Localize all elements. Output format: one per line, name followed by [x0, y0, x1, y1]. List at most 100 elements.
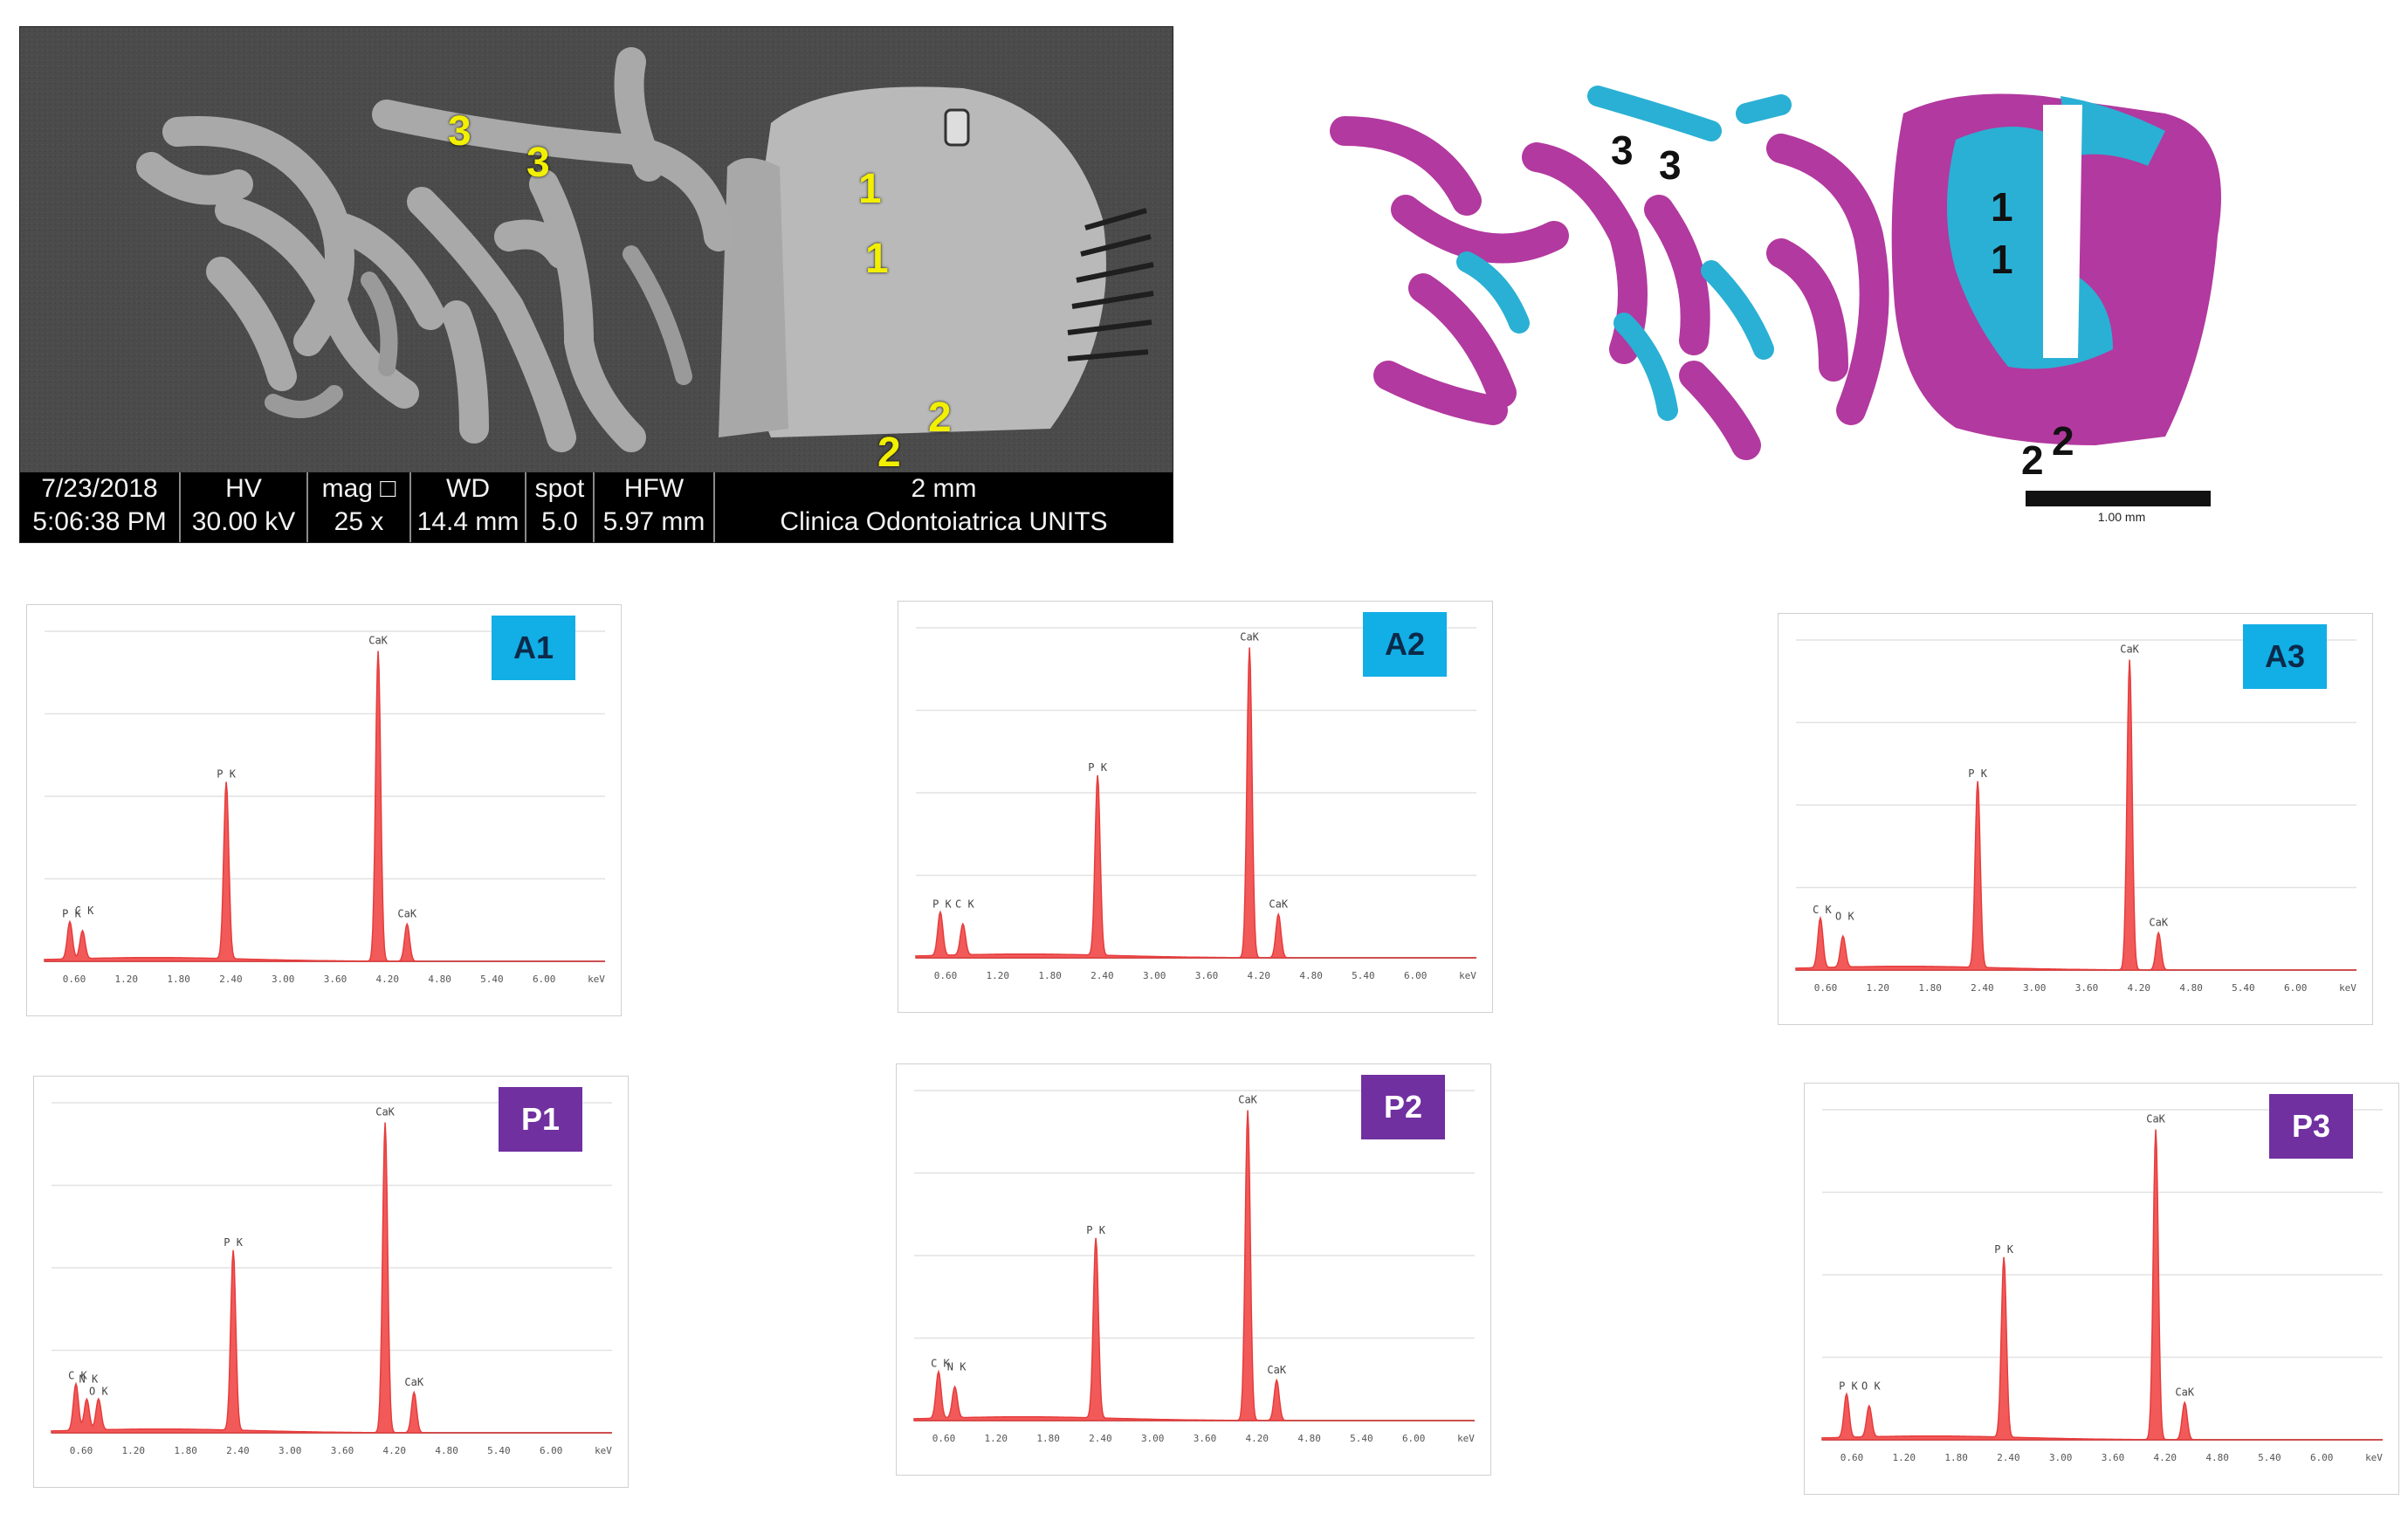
x-tick-label: 1.20 — [1893, 1452, 1916, 1463]
spectrum-series — [44, 650, 605, 962]
x-tick-label: 2.40 — [1090, 970, 1114, 981]
peak-label: P K — [932, 898, 952, 910]
x-tick-label: 4.20 — [376, 974, 400, 985]
x-tick-label: 5.40 — [487, 1445, 511, 1456]
x-tick-label: 4.20 — [2154, 1452, 2178, 1463]
sem-time: 5:06:38 PM — [32, 507, 167, 536]
sem-marker-1a: 1 — [858, 166, 882, 212]
histo-scale-label: 1.00 mm — [2097, 510, 2146, 524]
x-tick-label: 2.40 — [1971, 982, 1994, 994]
sem-mag-value: 25 x — [334, 507, 384, 536]
x-tick-label: keV — [595, 1445, 612, 1456]
x-tick-label: 1.20 — [115, 974, 139, 985]
sem-spot-value: 5.0 — [541, 507, 578, 536]
peak-label: CaK — [368, 635, 388, 647]
x-tick-label: 0.60 — [70, 1445, 93, 1456]
x-tick-label: 4.80 — [2205, 1452, 2229, 1463]
x-tick-label: 0.60 — [934, 970, 958, 981]
x-tick-label: 0.60 — [932, 1433, 956, 1444]
x-tick-label: 4.80 — [2179, 982, 2203, 994]
x-tick-label: 1.80 — [167, 974, 190, 985]
peak-label: CaK — [404, 1376, 423, 1388]
peak-label: P K — [1088, 761, 1107, 774]
x-tick-label: 3.00 — [1141, 1433, 1165, 1444]
x-tick-label: 0.60 — [63, 974, 86, 985]
x-tick-label: 4.20 — [1248, 970, 1271, 981]
sem-hfw-label: HFW — [623, 474, 685, 503]
peak-label: P K — [224, 1236, 243, 1249]
peak-label: O K — [1835, 910, 1854, 922]
peak-label: CaK — [1269, 898, 1288, 910]
sem-marker-3a: 3 — [448, 108, 471, 155]
x-tick-label: 1.20 — [987, 970, 1010, 981]
x-tick-label: 5.40 — [1352, 970, 1375, 981]
peak-label: CaK — [2149, 916, 2168, 928]
peak-label: C K — [931, 1358, 950, 1370]
sem-micrograph: 3 3 1 1 2 2 7/23/2018 5:06:38 PM HV 30.0… — [19, 26, 1173, 543]
x-tick-label: 3.00 — [1143, 970, 1166, 981]
badge-a3: A3 — [2243, 624, 2327, 689]
sem-mag-cell: mag □ 25 x — [308, 472, 411, 542]
x-tick-label: 1.20 — [1867, 982, 1890, 994]
histo-marker-3a: 3 — [1611, 127, 1634, 173]
x-tick-label: 4.20 — [1246, 1433, 1269, 1444]
x-tick-label: 3.60 — [2102, 1452, 2125, 1463]
x-tick-label: 3.60 — [331, 1445, 354, 1456]
sem-wd-label: WD — [446, 474, 490, 503]
x-tick-label: 4.20 — [2128, 982, 2151, 994]
x-tick-label: 4.80 — [1297, 1433, 1321, 1444]
sem-image — [20, 27, 1173, 472]
badge-a2: A2 — [1363, 612, 1447, 677]
peak-label: C K — [955, 898, 974, 910]
peak-label: CaK — [375, 1106, 395, 1118]
peak-label: P K — [1086, 1224, 1105, 1236]
sem-wd-value: 14.4 mm — [416, 507, 519, 536]
x-tick-label: 2.40 — [226, 1445, 250, 1456]
spectrum-series — [51, 1122, 612, 1434]
x-tick-label: 4.80 — [428, 974, 451, 985]
x-tick-label: 3.00 — [2049, 1452, 2073, 1463]
peak-label: P K — [1994, 1243, 2013, 1256]
histo-marker-1a: 1 — [1991, 184, 2013, 230]
sem-marker-3b: 3 — [526, 140, 550, 186]
spectrum-series — [915, 647, 1476, 959]
sem-wd-cell: WD 14.4 mm — [411, 472, 526, 542]
badge-p3: P3 — [2269, 1094, 2353, 1159]
sem-date: 7/23/2018 — [41, 474, 158, 503]
sem-hfw-cell: HFW 5.97 mm — [595, 472, 715, 542]
x-tick-label: 1.80 — [1944, 1452, 1968, 1463]
x-tick-label: 4.80 — [1299, 970, 1323, 981]
sem-hv-value: 30.00 kV — [191, 507, 296, 536]
x-tick-label: 6.00 — [540, 1445, 563, 1456]
sem-institution: Clinica Odontoiatrica UNITS — [780, 507, 1108, 536]
x-tick-label: 5.40 — [1350, 1433, 1373, 1444]
x-tick-label: 6.00 — [2284, 982, 2308, 994]
spectrum-chart: C KN KO K P K CaK CaK 0.60 1.20 1.80 2.40 3.00 3.… — [51, 1102, 612, 1456]
sem-hv-label: HV — [225, 474, 262, 503]
histo-marker-3b: 3 — [1659, 142, 1682, 188]
sem-marker-2a: 2 — [928, 395, 952, 441]
histology-section: 3 3 1 1 2 2 1.00 mm — [1292, 61, 2270, 550]
x-tick-label: 3.60 — [1194, 1433, 1217, 1444]
x-tick-label: 2.40 — [1997, 1452, 2020, 1463]
spectrum-series — [913, 1110, 1475, 1421]
x-tick-label: 5.40 — [2232, 982, 2255, 994]
sem-scale-label: 2 mm — [911, 474, 977, 503]
spectrum-series — [1795, 659, 2356, 971]
peak-label: CaK — [2175, 1386, 2194, 1398]
spectrum-chart: C KN K P K CaK CaK 0.60 1.20 1.80 2.40 3.00 3.60 4… — [913, 1090, 1475, 1444]
sem-hv-cell: HV 30.00 kV — [181, 472, 308, 542]
peak-label: C K — [75, 905, 94, 917]
peak-label: CaK — [1240, 631, 1259, 643]
histo-marker-1b: 1 — [1991, 237, 2013, 282]
x-tick-label: 1.80 — [1038, 970, 1062, 981]
peak-label: N K — [947, 1360, 967, 1373]
x-tick-label: 3.00 — [279, 1445, 302, 1456]
sem-hfw-value: 5.97 mm — [602, 507, 705, 536]
x-tick-label: keV — [1457, 1433, 1475, 1444]
x-tick-label: 6.00 — [533, 974, 556, 985]
